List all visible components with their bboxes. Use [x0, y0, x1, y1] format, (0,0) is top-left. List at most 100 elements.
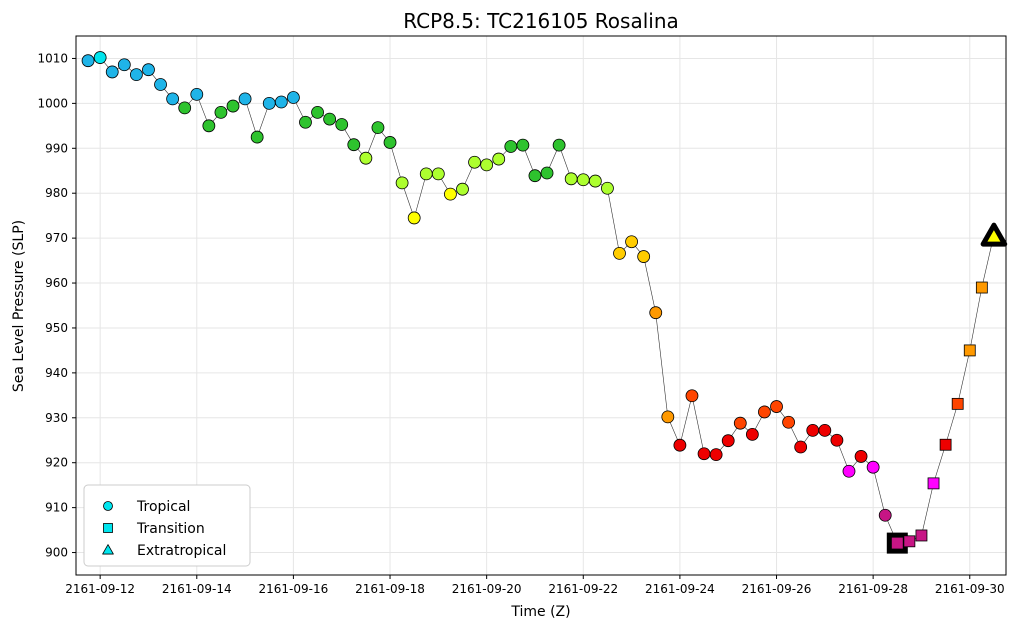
x-axis-ticks: 2161-09-12 2161-09-14 2161-09-16 2161-09-18… [65, 575, 1005, 596]
data-point [709, 448, 723, 462]
data-point [178, 101, 192, 115]
data-point [407, 211, 421, 225]
data-point [274, 95, 288, 109]
data-point [576, 173, 590, 187]
data-point [915, 529, 928, 542]
x-tick-label: 2161-09-30 [935, 582, 1005, 596]
x-tick-label: 2161-09-26 [742, 582, 812, 596]
data-point-highlight [886, 532, 908, 554]
data-point [552, 138, 566, 152]
data-point [540, 166, 554, 180]
data-point [842, 464, 856, 478]
legend: Tropical Transition Extratropical [83, 484, 251, 567]
data-point [371, 121, 385, 135]
x-tick-label: 2161-09-18 [355, 582, 425, 596]
legend-label-tropical: Tropical [136, 499, 190, 515]
data-point [504, 140, 518, 153]
data-point [794, 440, 808, 454]
x-tick-label: 2161-09-22 [548, 582, 618, 596]
data-point [637, 250, 651, 263]
data-point [613, 246, 626, 260]
data-point [661, 410, 675, 424]
y-tick-label: 940 [45, 366, 68, 380]
x-tick-label: 2161-09-20 [452, 582, 522, 596]
y-tick-label: 1010 [37, 51, 68, 65]
data-point [528, 169, 542, 183]
data-point [129, 68, 143, 82]
y-tick-label: 980 [45, 186, 68, 200]
data-point [335, 118, 349, 131]
data-point [903, 535, 916, 548]
data-point [359, 151, 373, 165]
legend-box [83, 484, 251, 567]
x-tick-label: 2161-09-12 [65, 582, 135, 596]
data-point [588, 174, 602, 188]
x-tick-label: 2161-09-16 [259, 582, 329, 596]
data-point [81, 54, 95, 68]
data-point [625, 235, 638, 249]
data-point [431, 167, 445, 181]
data-point [721, 434, 735, 448]
data-point [770, 400, 783, 413]
data-markers [81, 51, 1008, 554]
y-tick-label: 930 [45, 411, 68, 425]
data-point [818, 423, 832, 437]
data-point [419, 167, 433, 181]
data-point [673, 438, 687, 452]
y-tick-label: 920 [45, 456, 68, 470]
y-tick-label: 950 [45, 321, 68, 335]
data-point [323, 112, 337, 126]
data-point [287, 91, 300, 104]
data-point [166, 92, 180, 106]
data-point [745, 428, 759, 441]
data-point [939, 438, 952, 451]
data-point [649, 306, 663, 320]
data-point [190, 87, 204, 101]
x-tick-label: 2161-09-14 [162, 582, 232, 596]
legend-marker-tropical [103, 501, 113, 511]
data-point [492, 152, 506, 166]
data-point [927, 477, 940, 490]
grid-lines [76, 36, 1006, 575]
data-point [733, 416, 747, 430]
y-tick-label: 910 [45, 501, 68, 515]
data-point [468, 155, 481, 169]
data-point [601, 181, 614, 195]
data-point [697, 447, 711, 461]
data-point [383, 136, 397, 149]
data-point [93, 51, 107, 64]
data-point [250, 130, 264, 144]
x-axis-title: Time (Z) [510, 604, 570, 620]
y-tick-label: 900 [45, 546, 68, 560]
x-tick-label: 2161-09-24 [645, 582, 715, 596]
data-point [963, 344, 976, 357]
data-point [311, 105, 324, 119]
data-point [262, 96, 276, 110]
data-point [685, 389, 699, 403]
data-point [830, 433, 844, 447]
data-point [105, 65, 119, 79]
y-tick-label: 990 [45, 141, 68, 155]
data-point [782, 415, 795, 429]
data-point [564, 172, 578, 186]
legend-label-transition: Transition [136, 521, 205, 537]
data-point [154, 78, 167, 91]
data-point [758, 405, 771, 419]
data-point [854, 450, 868, 463]
data-point [238, 92, 252, 106]
y-tick-label: 960 [45, 276, 68, 290]
y-tick-label: 970 [45, 231, 68, 245]
data-point [951, 397, 964, 410]
legend-marker-extratropical [102, 544, 114, 555]
data-point [456, 182, 469, 196]
data-point [142, 63, 155, 77]
data-point [480, 158, 494, 172]
data-point [866, 460, 880, 474]
data-point-highlight [980, 222, 1008, 247]
y-axis-ticks: 900 910 920 930 940 950 960 970 980 990 1000 1010 [37, 51, 76, 560]
y-axis-title: Sea Level Pressure (SLP) [11, 220, 27, 392]
x-tick-label: 2161-09-28 [838, 582, 908, 596]
data-point [202, 119, 216, 133]
data-point [226, 99, 240, 113]
